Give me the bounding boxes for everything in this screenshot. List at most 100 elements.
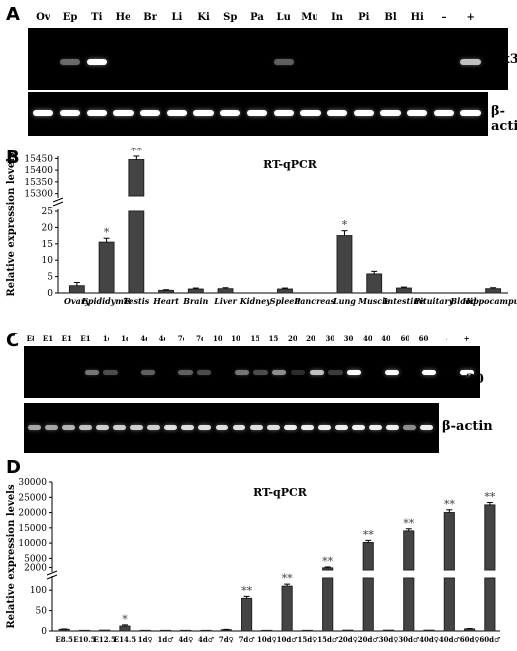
gel-band: [274, 110, 294, 116]
gel-band: [220, 110, 240, 116]
gel-band: [235, 370, 249, 375]
gel-band: [253, 370, 267, 375]
bar: [69, 286, 84, 293]
gel-band: [85, 370, 99, 375]
gel-band: [198, 425, 211, 430]
chart-title: RT-qPCR: [253, 486, 308, 499]
x-tick-label: Liver: [213, 296, 237, 306]
gel-band: [272, 370, 286, 375]
bar: [99, 242, 114, 293]
bar: [221, 630, 231, 631]
x-tick-label: Pancreas: [293, 296, 335, 306]
gel-band: [327, 110, 347, 116]
bar: [282, 586, 292, 631]
y-tick-label: 15450: [24, 154, 53, 164]
y-tick-label: 30000: [18, 478, 47, 488]
significance-mark: *: [122, 613, 128, 626]
bar: [278, 289, 293, 293]
x-tick-label: Lung: [332, 296, 356, 306]
panel-letter-a: A: [6, 4, 20, 25]
y-tick-label: 15: [42, 240, 54, 250]
gel-band: [167, 110, 187, 116]
bar: [59, 629, 69, 631]
gel-band: [386, 425, 399, 430]
bar-lower: [323, 578, 333, 631]
x-tick-label: 1d♂: [157, 635, 173, 644]
gel-band: [79, 425, 92, 430]
gel-band: [140, 110, 160, 116]
gel-band: [113, 110, 133, 116]
gel-band: [197, 370, 211, 375]
significance-mark: **: [403, 517, 415, 530]
gel-band: [181, 425, 194, 430]
x-tick-label: 15d♂: [317, 635, 338, 644]
gel-band: [407, 110, 427, 116]
gel-band: [62, 425, 75, 430]
significance-mark: *: [342, 219, 348, 232]
gel-band: [193, 110, 213, 116]
gel-band: [178, 370, 192, 375]
gel-band: [300, 110, 320, 116]
x-tick-label: Brain: [182, 296, 208, 306]
y-tick-label: 25: [42, 207, 54, 217]
x-tick-label: 7d♀: [219, 635, 234, 644]
bar: [140, 630, 150, 631]
x-tick-label: 40d♂: [439, 635, 460, 644]
x-tick-label: 60d♀: [460, 635, 480, 644]
gel-band: [291, 370, 305, 375]
bar: [181, 630, 191, 631]
gel-band: [113, 425, 126, 430]
gel-c-sox30: E8.5E10.5E12.5E14.51d♀1d♂4d♀4d♂7d♀7d♂10d…: [24, 332, 480, 398]
significance-mark: **: [484, 490, 496, 503]
gel-band: [96, 425, 109, 430]
x-tick-label: 1d♀: [138, 635, 153, 644]
bar: [100, 630, 110, 631]
gel-band: [267, 425, 280, 430]
bar-upper: [444, 513, 454, 570]
y-tick-label: 20000: [18, 509, 47, 519]
x-tick-label: 4d♂: [198, 635, 214, 644]
gel-a-sox30: Ov Ep Ti He Br Li Ki Sp Pa Lu Mu In Pi Bl Hi – +: [28, 12, 508, 90]
bar: [397, 288, 412, 293]
y-tick-label: 0: [47, 289, 53, 299]
x-tick-label: 4d♀: [178, 635, 193, 644]
gel-band: [130, 425, 143, 430]
gel-band: [87, 110, 107, 116]
y-tick-label: 10000: [18, 539, 47, 549]
bar-lower: [363, 578, 373, 631]
gel-band: [87, 59, 107, 65]
bar: [424, 630, 434, 631]
gel-a-sox30-label: Sox30: [484, 52, 517, 67]
gel-band: [460, 59, 480, 65]
gel-band: [247, 110, 267, 116]
x-tick-label: Testis: [123, 296, 149, 306]
gel-band: [354, 110, 374, 116]
bar: [302, 630, 312, 631]
bar: [367, 274, 382, 293]
gel-band: [301, 425, 314, 430]
x-tick-label: 30d♂: [398, 635, 419, 644]
gel-band: [274, 59, 294, 65]
gel-band: [141, 370, 155, 375]
bar: [383, 630, 393, 631]
gel-band: [60, 110, 80, 116]
significance-mark: **: [363, 528, 375, 541]
x-tick-label: Heart: [152, 296, 179, 306]
gel-band: [310, 370, 324, 375]
bar: [262, 630, 272, 631]
gel-band: [335, 425, 348, 430]
y-tick-label: 50: [36, 607, 48, 617]
gel-band: [28, 425, 41, 430]
bar-lower: [404, 578, 414, 631]
gel-band: [347, 370, 361, 375]
y-axis-label: Relative expression levels: [6, 152, 17, 297]
gel-a-actin: [28, 92, 488, 136]
bar: [201, 630, 211, 631]
gel-band: [284, 425, 297, 430]
x-tick-label: 60d♂: [479, 635, 500, 644]
gel-band: [45, 425, 58, 430]
x-tick-label: Pituitary: [413, 296, 455, 306]
x-tick-label: 20d♀: [338, 635, 358, 644]
significance-mark: **: [444, 498, 456, 511]
bar: [159, 290, 174, 293]
